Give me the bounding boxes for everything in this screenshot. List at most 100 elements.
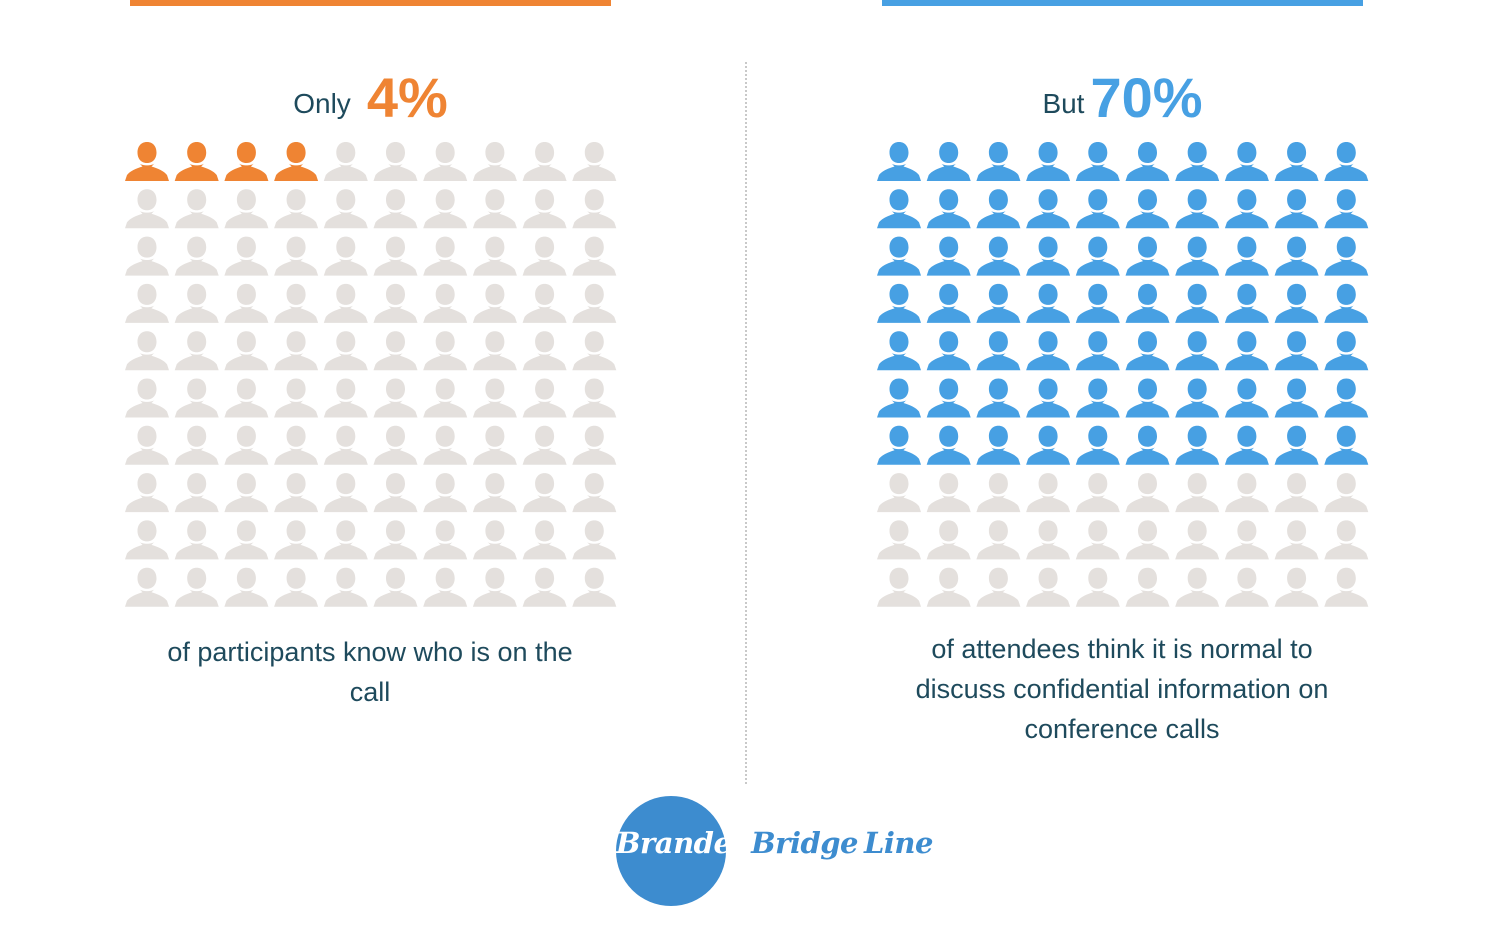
- person-icon: [224, 236, 269, 276]
- person-icon-highlighted: [976, 425, 1021, 465]
- person-icon-highlighted: [976, 283, 1021, 323]
- person-icon: [224, 283, 269, 323]
- logo-text-branded: Branded: [616, 826, 752, 860]
- person-icon: [373, 520, 418, 560]
- person-icon-highlighted: [224, 142, 269, 181]
- person-icon: [323, 520, 368, 560]
- person-icon-highlighted: [976, 378, 1021, 418]
- person-icon: [472, 142, 517, 181]
- person-icon-highlighted: [1125, 283, 1170, 323]
- person-icon: [522, 331, 567, 371]
- person-icon: [472, 567, 517, 607]
- person-icon: [125, 189, 169, 229]
- person-icon-highlighted: [976, 236, 1021, 276]
- person-icon: [1125, 520, 1170, 560]
- person-icon-highlighted: [926, 378, 971, 418]
- person-icon: [373, 283, 418, 323]
- person-icon: [423, 567, 468, 607]
- person-icon-highlighted: [976, 189, 1021, 229]
- person-icon-highlighted: [1075, 378, 1120, 418]
- person-icon: [1026, 473, 1071, 513]
- person-icon-highlighted: [976, 331, 1021, 371]
- person-icon-highlighted: [926, 331, 971, 371]
- person-icon-highlighted: [1274, 236, 1319, 276]
- person-icon: [174, 331, 219, 371]
- person-icon: [572, 331, 617, 371]
- person-icon: [224, 378, 269, 418]
- person-icon-highlighted: [1324, 331, 1369, 371]
- person-icon-highlighted: [1026, 283, 1071, 323]
- person-icon: [423, 142, 468, 181]
- person-icon-highlighted: [125, 142, 169, 181]
- person-icon: [1175, 473, 1220, 513]
- person-icon: [373, 378, 418, 418]
- person-icon: [472, 236, 517, 276]
- person-icon: [926, 520, 971, 560]
- person-icon: [373, 425, 418, 465]
- person-icon: [522, 520, 567, 560]
- person-icon: [522, 236, 567, 276]
- person-icon: [572, 189, 617, 229]
- left-pictogram-grid: [125, 141, 617, 607]
- right-percent-value: 70%: [1090, 66, 1203, 129]
- blue-accent-bar: [882, 0, 1363, 6]
- person-icon-highlighted: [877, 189, 921, 229]
- person-icon: [1075, 520, 1120, 560]
- person-icon-highlighted: [926, 283, 971, 323]
- person-icon: [1224, 567, 1269, 607]
- person-icon: [572, 283, 617, 323]
- person-icon: [373, 189, 418, 229]
- person-icon: [323, 142, 368, 181]
- person-icon: [1026, 567, 1071, 607]
- person-icon-highlighted: [926, 142, 971, 181]
- logo-circle: [616, 796, 726, 906]
- dotted-divider: [745, 62, 747, 784]
- left-lead-text: Only: [293, 88, 351, 119]
- person-icon: [125, 520, 169, 560]
- person-icon-highlighted: [877, 331, 921, 371]
- person-icon-highlighted: [1175, 378, 1220, 418]
- right-headline: But 70%: [882, 56, 1363, 126]
- left-headline: Only 4%: [130, 56, 611, 126]
- person-icon-highlighted: [1324, 283, 1369, 323]
- person-icon: [976, 473, 1021, 513]
- person-icon-highlighted: [1175, 425, 1220, 465]
- person-icon-highlighted: [1075, 283, 1120, 323]
- person-icon: [1274, 520, 1319, 560]
- person-icon: [274, 425, 319, 465]
- person-icon-highlighted: [1274, 378, 1319, 418]
- person-icon-highlighted: [1026, 425, 1071, 465]
- person-icon: [423, 473, 468, 513]
- person-icon: [472, 283, 517, 323]
- person-icon-highlighted: [1026, 189, 1071, 229]
- person-icon: [323, 283, 368, 323]
- person-icon: [174, 283, 219, 323]
- person-icon: [323, 236, 368, 276]
- person-icon-highlighted: [1125, 189, 1170, 229]
- person-icon: [1125, 567, 1170, 607]
- person-icon: [323, 331, 368, 371]
- person-icon: [1274, 473, 1319, 513]
- person-icon-highlighted: [1175, 236, 1220, 276]
- person-icon-highlighted: [1324, 236, 1369, 276]
- person-icon: [572, 236, 617, 276]
- person-icon-highlighted: [1224, 142, 1269, 181]
- person-icon-highlighted: [1274, 425, 1319, 465]
- person-icon-highlighted: [1224, 283, 1269, 323]
- person-icon: [373, 567, 418, 607]
- right-pictogram-grid: [877, 141, 1369, 607]
- right-lead-text: But: [1042, 88, 1085, 119]
- person-icon-highlighted: [1175, 283, 1220, 323]
- person-icon: [274, 473, 319, 513]
- person-icon-highlighted: [1026, 378, 1071, 418]
- person-icon: [522, 473, 567, 513]
- person-icon: [274, 189, 319, 229]
- person-icon-highlighted: [1026, 142, 1071, 181]
- person-icon: [472, 473, 517, 513]
- left-percent-value: 4%: [366, 66, 448, 129]
- person-icon-highlighted: [1224, 378, 1269, 418]
- person-icon-highlighted: [1075, 425, 1120, 465]
- person-icon: [323, 378, 368, 418]
- person-icon: [472, 425, 517, 465]
- person-icon: [323, 189, 368, 229]
